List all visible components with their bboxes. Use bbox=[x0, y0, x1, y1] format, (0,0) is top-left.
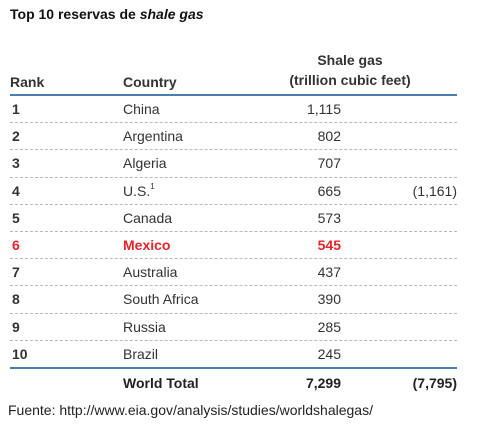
table-header: Rank Country Shale gas (trillion cubic f… bbox=[10, 44, 457, 96]
total-label: World Total bbox=[123, 374, 199, 391]
row-value: 390 bbox=[317, 291, 341, 308]
table-total-row: World Total 7,299 (7,795) bbox=[10, 366, 457, 397]
source-note: Fuente: http://www.eia.gov/analysis/stud… bbox=[8, 402, 373, 418]
table-row: 1 China 1,115 bbox=[10, 96, 457, 124]
row-rank: 6 bbox=[12, 237, 20, 254]
page-title: Top 10 reservas de shale gas bbox=[10, 6, 204, 22]
row-country-name: Algeria bbox=[123, 155, 167, 172]
table-row: 3 Algeria 707 bbox=[10, 150, 457, 178]
row-value: 1,115 bbox=[307, 101, 341, 118]
row-country: South Africa bbox=[123, 291, 199, 307]
row-rank: 9 bbox=[12, 318, 20, 335]
total-note: (7,795) bbox=[412, 374, 457, 391]
row-country-name: Argentina bbox=[123, 128, 183, 145]
table-row: 4 U.S.1 665 (1,161) bbox=[10, 178, 457, 205]
row-rank: 8 bbox=[12, 291, 20, 308]
row-country-name: Mexico bbox=[123, 237, 171, 254]
table-row: 2 Argentina 802 bbox=[10, 123, 457, 151]
row-country: U.S.1 bbox=[123, 182, 155, 199]
header-rank: Rank bbox=[10, 74, 45, 90]
total-value: 7,299 bbox=[305, 374, 341, 391]
row-note: (1,161) bbox=[412, 182, 457, 199]
row-country-name: Brazil bbox=[123, 345, 159, 362]
header-shale-gas-line2: (trillion cubic feet) bbox=[289, 72, 411, 88]
table-row: 8 South Africa 390 bbox=[10, 286, 457, 314]
row-country: Canada bbox=[123, 210, 172, 226]
row-rank: 7 bbox=[12, 264, 20, 281]
row-country-name: Australia bbox=[123, 264, 178, 281]
row-country: Australia bbox=[123, 264, 177, 280]
table-row: 9 Russia 285 bbox=[10, 314, 457, 341]
row-value: 285 bbox=[317, 318, 341, 335]
row-rank: 2 bbox=[12, 128, 20, 145]
row-country: Argentina bbox=[123, 128, 183, 144]
row-rank: 1 bbox=[12, 101, 20, 118]
row-value: 545 bbox=[317, 237, 341, 254]
row-value: 573 bbox=[317, 209, 341, 226]
row-country-name: U.S. bbox=[123, 182, 151, 199]
row-rank: 10 bbox=[12, 345, 28, 362]
row-country-name: Canada bbox=[123, 209, 173, 226]
table-row: 5 Canada 573 bbox=[10, 205, 457, 232]
row-rank: 4 bbox=[12, 182, 20, 199]
row-value: 437 bbox=[317, 264, 341, 281]
table-body: 1 China 1,115 2 Argentina 802 3 Algeria 707 4 U.S.… bbox=[10, 96, 457, 368]
row-country-name: Russia bbox=[123, 318, 166, 335]
row-rank: 5 bbox=[12, 209, 20, 226]
row-country: Brazil bbox=[123, 346, 158, 362]
row-country: Russia bbox=[123, 319, 166, 335]
reserves-table: Rank Country Shale gas (trillion cubic f… bbox=[10, 44, 457, 397]
row-country-name: China bbox=[123, 101, 160, 118]
title-emphasis: shale gas bbox=[139, 6, 204, 22]
row-country: Algeria bbox=[123, 155, 167, 171]
table-row: 7 Australia 437 bbox=[10, 259, 457, 287]
row-value: 802 bbox=[317, 128, 341, 145]
title-prefix: Top 10 reservas de bbox=[10, 6, 140, 22]
header-shale-gas: Shale gas (trillion cubic feet) bbox=[260, 50, 440, 90]
table-row: 10 Brazil 245 bbox=[10, 341, 457, 368]
row-country: China bbox=[123, 101, 160, 117]
row-value: 245 bbox=[317, 345, 341, 362]
header-country: Country bbox=[123, 74, 177, 90]
table-row: 6 Mexico 545 bbox=[10, 232, 457, 260]
header-shale-gas-line1: Shale gas bbox=[317, 52, 383, 68]
footnote-marker: 1 bbox=[150, 182, 155, 191]
row-value: 665 bbox=[317, 182, 341, 199]
row-rank: 3 bbox=[12, 155, 20, 172]
row-value: 707 bbox=[317, 155, 341, 172]
row-country-name: South Africa bbox=[123, 291, 199, 308]
row-country: Mexico bbox=[123, 237, 170, 253]
